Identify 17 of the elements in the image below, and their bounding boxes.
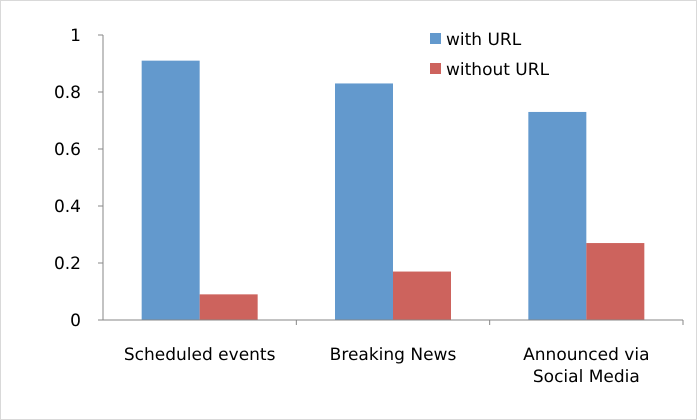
bar — [393, 272, 451, 320]
legend-label: with URL — [446, 30, 522, 50]
y-tick-label: 0 — [70, 310, 81, 331]
y-tick-label: 0.4 — [54, 196, 81, 217]
x-tick-label: Announced via Social Media — [523, 345, 650, 387]
bar — [142, 60, 200, 320]
y-tick-label: 0.6 — [54, 140, 81, 160]
y-tick-label: 1 — [70, 26, 81, 46]
legend-label: without URL — [446, 60, 550, 80]
x-tick-label: Breaking News — [330, 345, 456, 365]
x-tick-label: Scheduled events — [124, 345, 276, 365]
y-tick-label: 0.2 — [54, 254, 81, 274]
bar — [586, 243, 644, 320]
bar — [528, 112, 586, 320]
bar — [335, 83, 393, 320]
y-tick-label: 0.8 — [54, 82, 81, 103]
bar — [200, 294, 258, 320]
